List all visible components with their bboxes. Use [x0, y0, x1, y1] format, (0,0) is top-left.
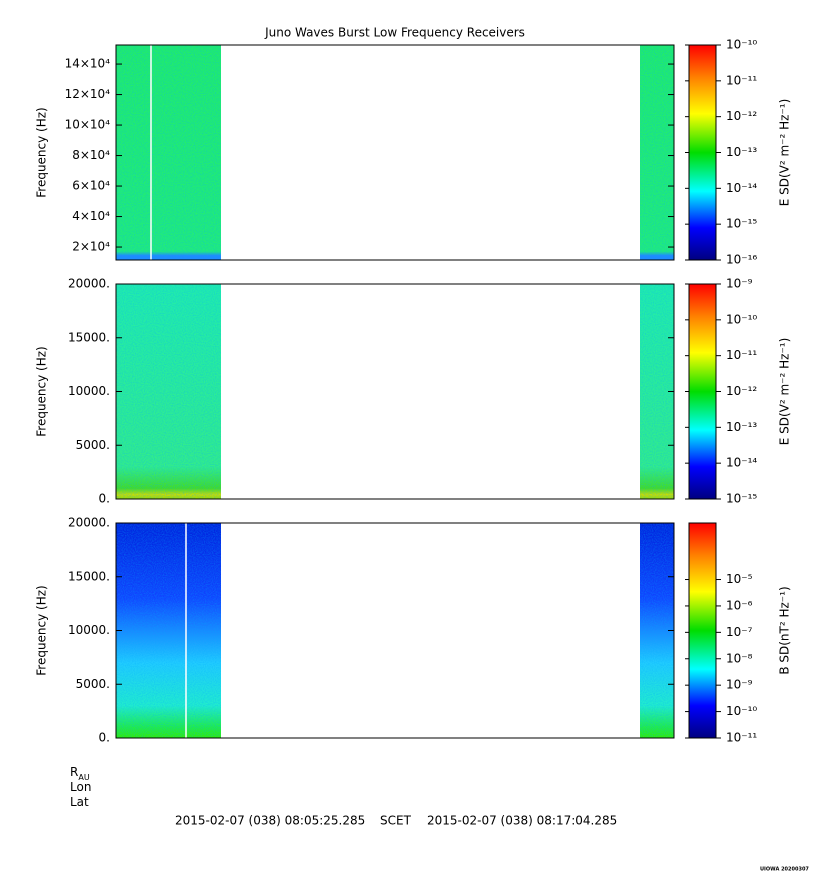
ephemeris-label-text: R: [70, 765, 78, 779]
y-tick-label: 10×10⁴: [65, 118, 111, 132]
footer-end: 2015-02-07 (038) 08:17:04.285: [427, 814, 617, 828]
ephemeris-label-sub: AU: [78, 773, 89, 782]
y-tick-label: 10000.: [68, 384, 110, 398]
y-axis-label: Frequency (Hz): [35, 107, 49, 198]
ephemeris-label: RAU: [70, 765, 90, 782]
colorbar: [688, 522, 717, 739]
colorbar-tick-label: 10⁻¹⁰: [726, 312, 757, 326]
y-axis-label: Frequency (Hz): [35, 346, 49, 437]
y-tick-label: 5000.: [76, 677, 110, 691]
colorbar-tick-label: 10⁻¹⁴: [726, 456, 757, 470]
colorbar-tick-label: 10⁻¹⁵: [726, 492, 757, 506]
chart-title: Juno Waves Burst Low Frequency Receivers: [264, 26, 525, 40]
y-tick-label: 15000.: [68, 330, 110, 344]
y-tick-label: 0.: [99, 492, 110, 506]
colorbar-tick-label: 10⁻⁷: [726, 625, 753, 639]
y-tick-label: 5000.: [76, 438, 110, 452]
ephemeris-label-text: Lon: [70, 780, 91, 794]
y-tick-label: 4×10⁴: [72, 209, 110, 223]
colorbar-label: B SD(nT² Hz⁻¹): [778, 586, 792, 674]
colorbar-tick-label: 10⁻¹¹: [726, 731, 757, 745]
colorbar-tick-label: 10⁻⁹: [726, 678, 753, 692]
colorbar-tick-label: 10⁻¹²: [726, 109, 757, 123]
y-tick-label: 12×10⁴: [65, 87, 111, 101]
colorbar-tick-label: 10⁻¹¹: [726, 73, 757, 87]
colorbar-tick-label: 10⁻¹³: [726, 145, 757, 159]
ephemeris-label-text: Lat: [70, 795, 89, 809]
colorbar-tick-label: 10⁻¹⁵: [726, 217, 757, 231]
ephemeris-label: Lat: [70, 795, 89, 809]
colorbar-tick-label: 10⁻¹⁰: [726, 704, 757, 718]
ephemeris-label: Lon: [70, 780, 91, 794]
colorbar-label: E SD(V² m⁻² Hz⁻¹): [778, 99, 792, 207]
y-tick-label: 2×10⁴: [72, 240, 110, 254]
colorbar-tick-label: 10⁻¹⁰: [726, 38, 757, 52]
footer-start: 2015-02-07 (038) 08:05:25.285: [175, 814, 365, 828]
colorbar-tick-label: 10⁻¹³: [726, 420, 757, 434]
spectrogram-noise: [116, 45, 221, 260]
colorbar-tick-label: 10⁻⁵: [726, 572, 753, 586]
y-tick-label: 6×10⁴: [72, 179, 110, 193]
spectrogram-noise: [116, 284, 221, 499]
colorbar-tick-label: 10⁻¹²: [726, 384, 757, 398]
credit: UIOWA 20200307: [760, 867, 809, 873]
colorbar-tick-label: 10⁻¹⁶: [726, 253, 757, 267]
y-tick-label: 8×10⁴: [72, 148, 110, 162]
colorbar-tick-label: 10⁻⁸: [726, 651, 753, 665]
footer-frame: SCET: [380, 814, 412, 828]
colorbar-tick-label: 10⁻⁶: [726, 598, 753, 612]
spectrogram-noise: [640, 45, 674, 260]
colorbar-tick-label: 10⁻¹⁴: [726, 181, 757, 195]
colorbar: [688, 283, 717, 500]
colorbar-label: E SD(V² m⁻² Hz⁻¹): [778, 338, 792, 446]
y-tick-label: 20000.: [68, 516, 110, 530]
plot-frame: [115, 44, 675, 261]
y-tick-label: 20000.: [68, 277, 110, 291]
y-tick-label: 10000.: [68, 623, 110, 637]
spectrogram-noise: [116, 523, 221, 738]
y-tick-label: 0.: [99, 731, 110, 745]
y-tick-label: 15000.: [68, 569, 110, 583]
colorbar: [688, 44, 717, 261]
colorbar-tick-label: 10⁻¹¹: [726, 348, 757, 362]
y-axis-label: Frequency (Hz): [35, 585, 49, 676]
colorbar-tick-label: 10⁻⁹: [726, 277, 753, 291]
y-tick-label: 14×10⁴: [65, 57, 111, 71]
